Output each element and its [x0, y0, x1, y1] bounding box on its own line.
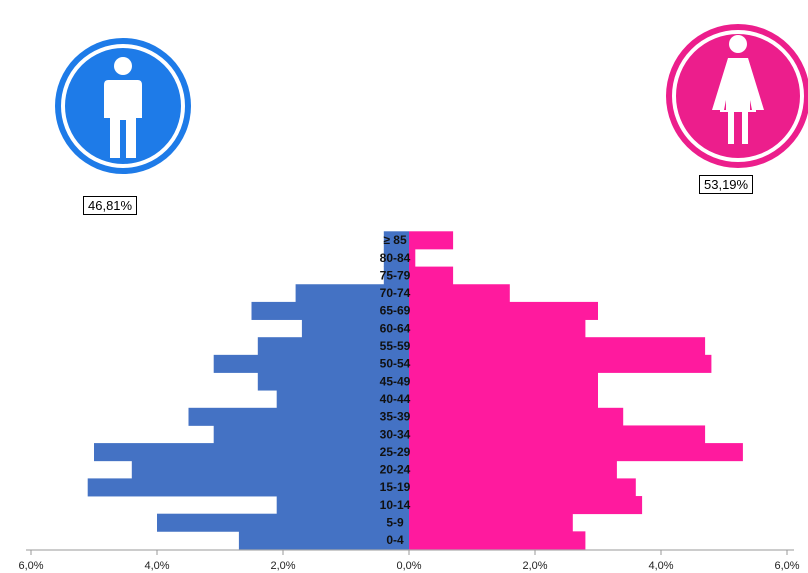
age-group-label: 70-74 [380, 286, 411, 300]
bar-female-6 [409, 425, 706, 444]
age-group-label: 30-34 [380, 427, 411, 441]
age-group-label: 35-39 [380, 410, 411, 424]
age-group-label: 20-24 [380, 463, 411, 477]
bar-male-7 [188, 407, 409, 426]
age-group-label: 55-59 [380, 339, 411, 353]
bar-male-12 [301, 319, 409, 338]
bar-male-14 [295, 284, 409, 303]
bar-male-16 [383, 248, 409, 267]
male-percentage: 46,81% [83, 196, 138, 215]
bar-female-11 [409, 337, 706, 356]
bar-male-11 [257, 337, 409, 356]
x-tick-label: 4,0% [648, 560, 673, 572]
age-group-label: 75-79 [380, 268, 411, 282]
age-group-label: 80-84 [380, 251, 411, 265]
x-tick-label: 6,0% [774, 560, 799, 572]
bar-female-10 [409, 354, 712, 373]
bar-male-5 [94, 443, 409, 462]
x-tick-label: 0,0% [396, 560, 421, 572]
bar-female-5 [409, 443, 743, 462]
age-group-label: 10-14 [380, 498, 411, 512]
bar-female-1 [409, 513, 573, 532]
bar-female-3 [409, 478, 636, 497]
x-tick-label: 6,0% [18, 560, 43, 572]
bar-male-9 [257, 372, 409, 391]
bar-female-17 [409, 231, 454, 250]
x-tick-label: 4,0% [144, 560, 169, 572]
age-group-label: 40-44 [380, 392, 411, 406]
bar-female-16 [409, 248, 416, 267]
bar-female-2 [409, 496, 643, 515]
bar-male-8 [276, 390, 409, 409]
age-group-label: 25-29 [380, 445, 411, 459]
bar-female-0 [409, 531, 586, 550]
bar-female-7 [409, 407, 624, 426]
bar-male-4 [131, 460, 410, 479]
age-group-label: ≥ 85 [383, 233, 407, 247]
bar-male-1 [157, 513, 409, 532]
age-group-label: 50-54 [380, 357, 411, 371]
bar-male-13 [251, 301, 409, 320]
x-axis: 6,0% 4,0% 2,0% 0,0% 2,0% 4,0% 6,0% [18, 549, 800, 572]
x-tick-label: 2,0% [270, 560, 295, 572]
bar-male-2 [276, 496, 409, 515]
bar-female-13 [409, 301, 598, 320]
bars-group: 0-4 5-9 10-14 15-19 20-24 25-29 30-34 35-39 40-4… [87, 231, 743, 550]
age-group-label: 5-9 [386, 516, 404, 530]
female-person-icon [666, 24, 808, 168]
bar-female-8 [409, 390, 598, 409]
female-percentage: 53,19% [699, 175, 754, 194]
bar-male-17 [383, 231, 409, 250]
age-group-label: 0-4 [386, 533, 404, 547]
bar-female-15 [409, 266, 454, 285]
male-person-icon [55, 38, 191, 174]
bar-female-4 [409, 460, 617, 479]
age-group-label: 45-49 [380, 374, 411, 388]
bar-male-0 [238, 531, 409, 550]
bar-female-14 [409, 284, 510, 303]
bar-male-3 [87, 478, 409, 497]
age-group-label: 60-64 [380, 321, 411, 335]
bar-female-9 [409, 372, 598, 391]
x-tick-label: 2,0% [522, 560, 547, 572]
bar-male-10 [213, 354, 409, 373]
bar-male-15 [383, 266, 409, 285]
bar-male-6 [213, 425, 409, 444]
age-group-label: 15-19 [380, 480, 411, 494]
bar-female-12 [409, 319, 586, 338]
age-group-label: 65-69 [380, 304, 411, 318]
